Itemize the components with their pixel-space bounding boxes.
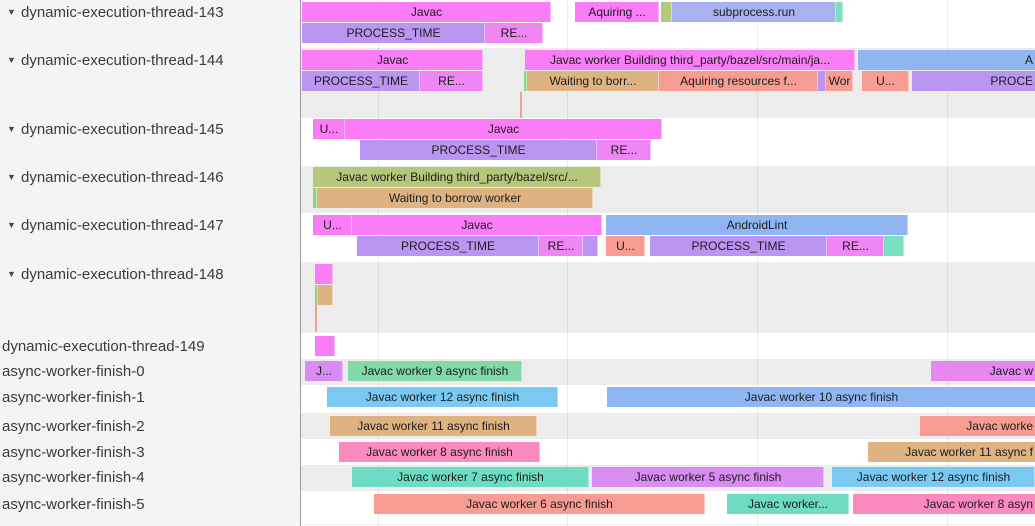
trace-slice[interactable]: AndroidLint [606,215,908,235]
trace-slice[interactable] [583,236,598,256]
track-group-name: async-worker-finish-4 [2,468,145,486]
trace-slice[interactable]: RE... [827,236,884,256]
track-group-name: async-worker-finish-0 [2,362,145,380]
bottom-divider [301,524,1035,525]
trace-slice[interactable]: Javac worker 11 async f [868,442,1035,462]
trace-slice[interactable]: PROCESS_TIME [650,236,827,256]
trace-slice[interactable] [315,285,318,305]
trace-slice[interactable]: Javac worker... [727,494,849,514]
trace-slice[interactable]: Javac [352,215,602,235]
time-gridline [567,0,568,526]
collapse-triangle-icon[interactable]: ▼ [7,55,16,65]
track-name-sidebar: ▼ dynamic-execution-thread-143 ▼ dynamic-ex… [0,0,301,526]
trace-slice[interactable]: subprocess.run [672,2,836,22]
trace-slice[interactable] [315,336,335,356]
track-group-label[interactable]: ▼ dynamic-execution-thread-146 [0,167,224,187]
collapse-triangle-icon[interactable]: ▼ [7,220,16,230]
track-group-name: dynamic-execution-thread-148 [21,265,224,283]
trace-slice[interactable]: Javac [345,119,662,139]
track-group-name: async-worker-finish-2 [2,417,145,435]
track-group-label[interactable]: ▼ dynamic-execution-thread-144 [0,50,224,70]
track-group-name: dynamic-execution-thread-146 [21,168,224,186]
track-group-name: async-worker-finish-1 [2,388,145,406]
trace-slice[interactable]: Javac worker 6 async finish [374,494,705,514]
track-group-name: dynamic-execution-thread-149 [2,337,205,355]
track-group-label[interactable]: ▼ dynamic-execution-thread-147 [0,215,224,235]
track-row-bg [301,262,1035,333]
trace-slice[interactable]: Javac worker 8 async finish [339,442,540,462]
trace-slice[interactable]: U... [313,215,352,235]
trace-slice[interactable]: PROCESS_TIME [302,23,485,43]
trace-slice[interactable]: Aquiring resources f... [659,71,818,91]
track-group-label[interactable]: async-worker-finish-2 [0,416,145,436]
track-group-name: async-worker-finish-5 [2,495,145,513]
trace-slice[interactable]: RE... [539,236,583,256]
trace-slice[interactable]: PROCESS_TIME [302,71,420,91]
trace-slice[interactable]: Javac worker 12 async finish [327,387,558,407]
trace-slice[interactable]: U... [862,71,909,91]
trace-slice[interactable]: Waiting to borrow worker [317,188,593,208]
instant-event-marker[interactable] [520,92,522,118]
trace-slice[interactable] [315,264,333,284]
trace-slice[interactable]: RE... [485,23,543,43]
track-group-name: async-worker-finish-3 [2,443,145,461]
track-row-bg [301,333,1035,359]
trace-slice[interactable]: A [858,50,1035,70]
track-group-label[interactable]: async-worker-finish-1 [0,387,145,407]
collapse-triangle-icon[interactable]: ▼ [7,269,16,279]
trace-slice[interactable]: Javac worker 8 asyn [853,494,1035,514]
trace-slice[interactable]: Javac [302,50,483,70]
collapse-triangle-icon[interactable]: ▼ [7,124,16,134]
trace-slice[interactable]: Waiting to borr... [527,71,659,91]
trace-slice[interactable]: Javac worker Building third_party/bazel/… [313,167,601,187]
trace-slice[interactable]: Javac worke [920,416,1035,436]
trace-slice[interactable]: Javac worker 7 async finish [352,467,589,487]
trace-slice[interactable]: Wor [826,71,853,91]
trace-slice[interactable]: RE... [420,71,483,91]
trace-slice[interactable]: PROCESS_TIME [357,236,539,256]
time-gridline [757,0,758,526]
trace-slice[interactable]: Javac [302,2,551,22]
trace-slice[interactable] [313,188,317,208]
track-group-label[interactable]: async-worker-finish-5 [0,494,145,514]
trace-slice[interactable]: U... [606,236,645,256]
trace-slice[interactable]: PROCE [912,71,1035,91]
trace-slice[interactable]: Javac w [931,361,1035,381]
trace-slice[interactable] [524,71,527,91]
trace-slice[interactable] [836,2,843,22]
trace-slice[interactable]: RE... [597,140,651,160]
trace-slice[interactable]: Javac worker Building third_party/bazel/… [525,50,855,70]
track-group-name: dynamic-execution-thread-143 [21,3,224,21]
trace-slice[interactable] [661,2,672,22]
time-gridline [947,0,948,526]
track-group-label[interactable]: ▼ dynamic-execution-thread-143 [0,2,224,22]
trace-slice[interactable]: J... [305,361,343,381]
collapse-triangle-icon[interactable]: ▼ [7,7,16,17]
track-group-name: dynamic-execution-thread-144 [21,51,224,69]
time-gridline [378,0,379,526]
trace-slice[interactable]: U... [313,119,345,139]
trace-slice[interactable] [318,285,333,305]
trace-slice[interactable]: Javac worker 5 async finish [592,467,824,487]
track-group-label[interactable]: ▼ dynamic-execution-thread-145 [0,119,224,139]
track-group-label[interactable]: async-worker-finish-0 [0,361,145,381]
track-group-label[interactable]: ▼ dynamic-execution-thread-148 [0,264,224,284]
trace-slice[interactable]: Javac worker 10 async finish [607,387,1035,407]
collapse-triangle-icon[interactable]: ▼ [7,172,16,182]
track-group-label[interactable]: async-worker-finish-3 [0,442,145,462]
trace-slice[interactable]: Javac worker 11 async finish [330,416,537,436]
timeline-panel[interactable]: Javac Aquiring ... subprocess.run PROCESS_T… [301,0,1035,526]
track-group-name: dynamic-execution-thread-147 [21,216,224,234]
trace-slice[interactable]: PROCESS_TIME [360,140,597,160]
track-group-name: dynamic-execution-thread-145 [21,120,224,138]
track-group-label[interactable]: async-worker-finish-4 [0,467,145,487]
trace-slice[interactable]: Javac worker 12 async finish [832,467,1035,487]
trace-slice[interactable]: Aquiring ... [575,2,659,22]
trace-slice[interactable]: Javac worker 9 async finish [348,361,522,381]
track-group-label[interactable]: dynamic-execution-thread-149 [0,336,205,356]
trace-slice[interactable] [884,236,904,256]
trace-slice[interactable] [818,71,826,91]
instant-event-marker[interactable] [315,305,317,332]
